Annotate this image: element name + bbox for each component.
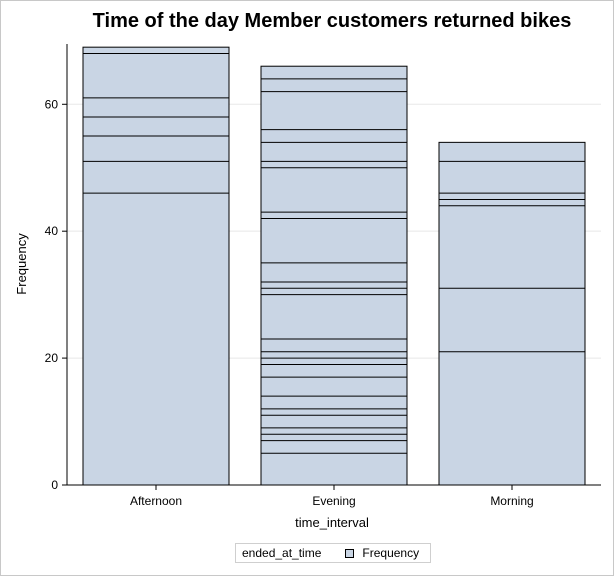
- x-tick-label: Afternoon: [130, 494, 182, 508]
- legend-title: ended_at_time: [242, 546, 322, 560]
- y-tick-label: 0: [51, 478, 58, 492]
- bar-evening: [260, 65, 408, 486]
- x-tick-label: Morning: [490, 494, 533, 508]
- y-tick-label: 60: [45, 97, 59, 111]
- chart-title: Time of the day Member customers returne…: [92, 10, 572, 32]
- legend-swatch: [345, 548, 355, 558]
- bar-rect: [438, 141, 586, 486]
- x-axis-label: time_interval: [295, 515, 369, 530]
- x-tick-label: Evening: [312, 494, 355, 508]
- bar-rect: [260, 65, 408, 486]
- y-axis-label: Frequency: [14, 233, 29, 295]
- bar-rect: [82, 46, 230, 486]
- legend: ended_at_time Frequency: [235, 543, 431, 563]
- y-tick-label: 20: [45, 351, 59, 365]
- y-tick-label: 40: [45, 224, 59, 238]
- bar-morning: [438, 141, 586, 486]
- bar-afternoon: [82, 46, 230, 486]
- legend-entry-frequency: Frequency: [362, 546, 420, 560]
